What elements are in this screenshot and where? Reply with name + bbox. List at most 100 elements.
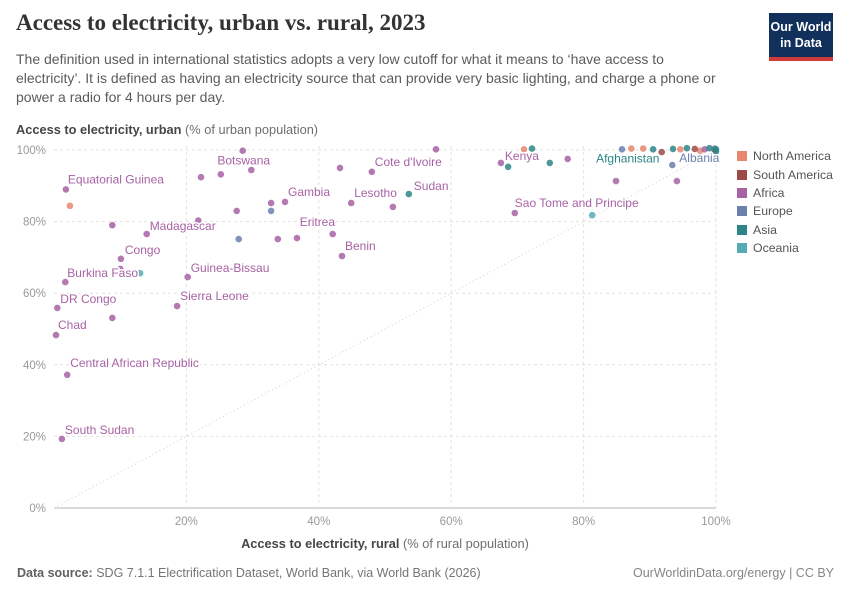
data-point[interactable] — [62, 186, 70, 193]
data-point[interactable] — [143, 230, 150, 238]
data-point[interactable] — [336, 164, 344, 172]
y-axis-tick-label: 80% — [23, 217, 46, 229]
country-label[interactable]: Afghanistan — [595, 150, 661, 167]
data-point[interactable] — [233, 207, 240, 215]
y-axis-tick-label: 40% — [23, 360, 46, 372]
data-point[interactable] — [66, 202, 74, 210]
chart-subtitle: The definition used in international sta… — [16, 51, 716, 106]
country-label[interactable]: Botswana — [216, 152, 272, 169]
data-point[interactable] — [62, 278, 69, 286]
data-point[interactable] — [669, 145, 677, 153]
legend-item-oceania[interactable]: Oceania — [737, 239, 833, 257]
country-label[interactable]: Guinea-Bissau — [189, 260, 271, 277]
y-axis-title-units: (% of urban population) — [181, 122, 319, 137]
country-label[interactable]: Burkina Faso — [66, 265, 140, 282]
country-label[interactable]: Benin — [344, 238, 378, 255]
data-point[interactable] — [546, 159, 554, 167]
data-point[interactable] — [504, 163, 512, 171]
y-axis-tick-label: 0% — [29, 503, 46, 515]
country-label[interactable]: Albania — [678, 150, 721, 167]
legend-swatch — [737, 187, 747, 198]
data-point[interactable] — [58, 435, 66, 443]
data-point[interactable] — [239, 147, 246, 154]
data-point[interactable] — [673, 177, 681, 185]
country-label[interactable]: Eritrea — [298, 214, 337, 231]
data-point[interactable] — [628, 145, 635, 152]
owid-logo[interactable]: Our World in Data — [769, 13, 833, 61]
data-point[interactable] — [197, 173, 205, 181]
data-point[interactable] — [109, 221, 116, 229]
country-label[interactable]: South Sudan — [63, 421, 135, 438]
data-point[interactable] — [293, 234, 301, 242]
legend-item-europe[interactable]: Europe — [737, 202, 833, 220]
data-point[interactable] — [173, 302, 181, 310]
data-point[interactable] — [235, 235, 242, 243]
legend-item-asia[interactable]: Asia — [737, 221, 833, 239]
data-point[interactable] — [432, 146, 440, 153]
data-point[interactable] — [274, 235, 282, 243]
data-point[interactable] — [195, 217, 202, 224]
y-axis-tick-label: 20% — [23, 431, 46, 443]
data-point[interactable] — [405, 190, 413, 198]
country-label[interactable]: Kenya — [503, 147, 540, 164]
data-point[interactable] — [639, 145, 647, 152]
data-point[interactable] — [109, 314, 116, 322]
data-point[interactable] — [347, 199, 355, 207]
data-point[interactable] — [497, 159, 505, 167]
country-label[interactable]: Cote d'Ivoire — [373, 153, 443, 170]
data-point[interactable] — [267, 207, 275, 215]
data-point[interactable] — [329, 230, 337, 238]
x-axis-title-bold: Access to electricity, rural — [241, 536, 400, 551]
country-label[interactable]: Madagascar — [148, 218, 217, 235]
data-point[interactable] — [588, 211, 596, 219]
data-point[interactable] — [63, 371, 71, 379]
data-point[interactable] — [136, 269, 144, 277]
country-label[interactable]: Equatorial Guinea — [66, 171, 165, 188]
data-point[interactable] — [706, 144, 713, 152]
data-point[interactable] — [691, 145, 699, 153]
data-point[interactable] — [520, 146, 528, 153]
country-label[interactable]: Central African Republic — [69, 354, 201, 371]
owid-link[interactable]: OurWorldinData.org/energy | CC BY — [632, 566, 834, 580]
legend-item-north-america[interactable]: North America — [737, 147, 833, 165]
legend-item-south-america[interactable]: South America — [737, 165, 833, 183]
country-label[interactable]: Lesotho — [353, 185, 399, 202]
country-label[interactable]: Sierra Leone — [179, 288, 251, 305]
legend-swatch — [737, 206, 747, 217]
data-point[interactable] — [54, 304, 61, 312]
data-point[interactable] — [267, 199, 275, 207]
country-label[interactable]: Congo — [123, 241, 162, 258]
data-point[interactable] — [52, 331, 60, 339]
data-point[interactable] — [658, 148, 665, 156]
data-point[interactable] — [389, 203, 397, 211]
data-point[interactable] — [338, 252, 346, 260]
country-label[interactable]: Sudan — [412, 178, 450, 195]
data-point[interactable] — [677, 146, 684, 153]
legend-item-africa[interactable]: Africa — [737, 184, 833, 202]
data-point[interactable] — [669, 161, 676, 169]
legend-label: Europe — [753, 204, 793, 219]
data-point[interactable] — [528, 145, 536, 152]
country-label[interactable]: Gambia — [287, 183, 332, 200]
data-point[interactable] — [368, 168, 376, 176]
country-label[interactable]: Chad — [57, 317, 89, 334]
continent-legend: North America South America Africa Europe As… — [737, 147, 833, 257]
data-point[interactable] — [712, 148, 720, 155]
data-point[interactable] — [281, 198, 289, 206]
data-source-text: SDG 7.1.1 Electrification Dataset, World… — [92, 566, 481, 580]
data-point[interactable] — [612, 177, 620, 185]
data-point[interactable] — [184, 273, 191, 281]
data-point[interactable] — [117, 255, 125, 263]
data-point[interactable] — [217, 171, 225, 178]
country-label[interactable]: DR Congo — [59, 290, 118, 307]
y-axis-title-bold: Access to electricity, urban — [16, 122, 182, 137]
country-label[interactable]: Sao Tome and Principe — [513, 195, 640, 212]
data-point[interactable] — [116, 265, 124, 273]
data-point[interactable] — [683, 144, 691, 152]
data-point[interactable] — [511, 209, 519, 217]
data-point[interactable] — [564, 155, 571, 163]
data-point[interactable] — [649, 146, 657, 153]
x-axis-tick-label: 40% — [307, 516, 330, 528]
data-point[interactable] — [248, 166, 255, 174]
data-point[interactable] — [618, 146, 626, 153]
